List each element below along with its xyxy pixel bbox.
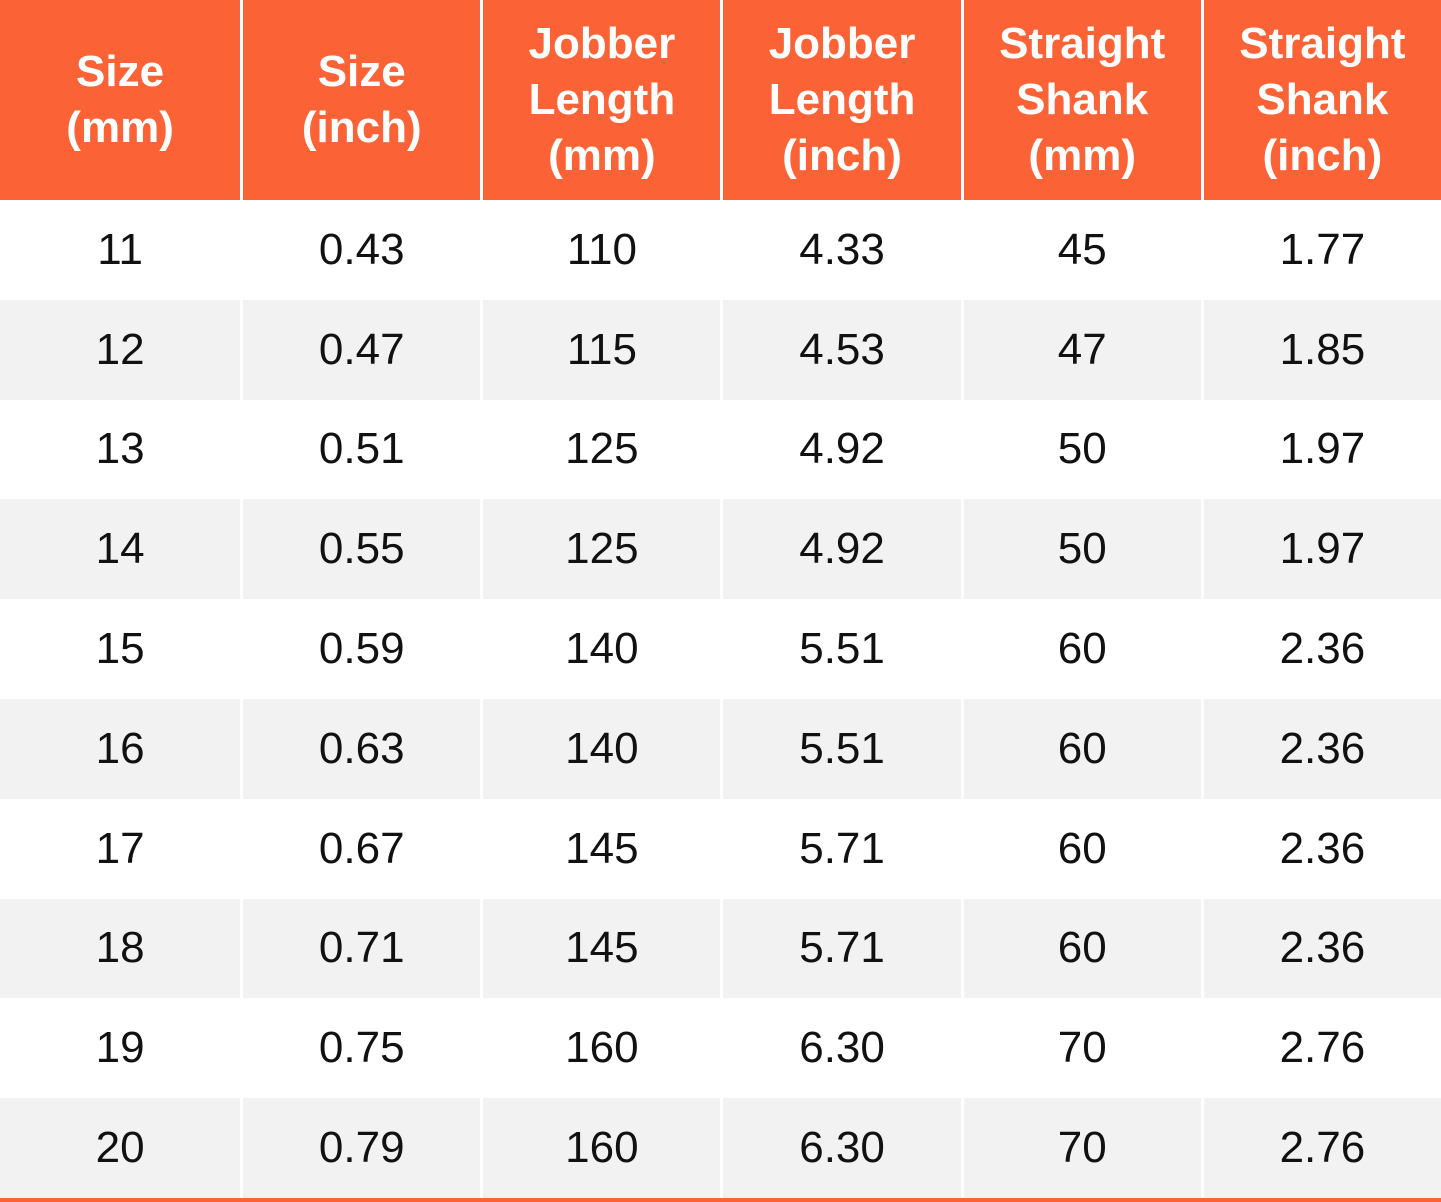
cell-size-inch: 0.79 bbox=[240, 1098, 481, 1198]
cell-straight-shank-mm: 45 bbox=[960, 200, 1201, 300]
cell-size-mm: 17 bbox=[0, 798, 241, 899]
cell-size-mm: 11 bbox=[0, 200, 241, 300]
table-row: 19 0.75 160 6.30 70 2.76 bbox=[0, 998, 1441, 1099]
cell-jobber-length-mm: 110 bbox=[480, 200, 721, 300]
cell-size-mm: 19 bbox=[0, 998, 241, 1099]
table-row: 15 0.59 140 5.51 60 2.36 bbox=[0, 599, 1441, 699]
cell-size-inch: 0.71 bbox=[240, 898, 481, 999]
cell-size-inch: 0.75 bbox=[240, 998, 481, 1099]
cell-size-inch: 0.63 bbox=[240, 698, 481, 799]
cell-jobber-length-mm: 140 bbox=[480, 599, 721, 699]
cell-straight-shank-inch: 1.77 bbox=[1200, 200, 1441, 300]
cell-size-inch: 0.51 bbox=[240, 399, 481, 500]
cell-jobber-length-mm: 160 bbox=[480, 998, 721, 1099]
header-row: Size (mm) Size (inch) Jobber Length (mm)… bbox=[0, 0, 1441, 200]
col-header-size-mm: Size (mm) bbox=[0, 0, 241, 200]
cell-straight-shank-mm: 70 bbox=[960, 1098, 1201, 1198]
cell-jobber-length-inch: 6.30 bbox=[720, 998, 961, 1099]
table-row: 11 0.43 110 4.33 45 1.77 bbox=[0, 200, 1441, 300]
cell-jobber-length-mm: 145 bbox=[480, 898, 721, 999]
cell-straight-shank-inch: 1.85 bbox=[1200, 299, 1441, 400]
cell-straight-shank-mm: 60 bbox=[960, 798, 1201, 899]
cell-jobber-length-inch: 5.51 bbox=[720, 698, 961, 799]
cell-straight-shank-inch: 2.36 bbox=[1200, 698, 1441, 799]
cell-jobber-length-mm: 140 bbox=[480, 698, 721, 799]
cell-jobber-length-inch: 5.71 bbox=[720, 898, 961, 999]
cell-size-inch: 0.47 bbox=[240, 299, 481, 400]
cell-straight-shank-mm: 70 bbox=[960, 998, 1201, 1099]
cell-size-inch: 0.67 bbox=[240, 798, 481, 899]
cell-straight-shank-mm: 47 bbox=[960, 299, 1201, 400]
col-header-jobber-length-inch: Jobber Length (inch) bbox=[720, 0, 961, 200]
cell-jobber-length-mm: 145 bbox=[480, 798, 721, 899]
table-body: 11 0.43 110 4.33 45 1.77 12 0.47 115 4.5… bbox=[0, 200, 1441, 1198]
cell-size-mm: 14 bbox=[0, 499, 241, 600]
cell-straight-shank-inch: 1.97 bbox=[1200, 399, 1441, 500]
cell-jobber-length-inch: 5.51 bbox=[720, 599, 961, 699]
cell-size-mm: 12 bbox=[0, 299, 241, 400]
cell-jobber-length-inch: 6.30 bbox=[720, 1098, 961, 1198]
cell-straight-shank-inch: 2.36 bbox=[1200, 898, 1441, 999]
cell-straight-shank-inch: 2.76 bbox=[1200, 1098, 1441, 1198]
cell-size-inch: 0.43 bbox=[240, 200, 481, 300]
table-row: 18 0.71 145 5.71 60 2.36 bbox=[0, 898, 1441, 999]
cell-straight-shank-mm: 60 bbox=[960, 599, 1201, 699]
cell-straight-shank-mm: 50 bbox=[960, 499, 1201, 600]
cell-size-mm: 13 bbox=[0, 399, 241, 500]
cell-jobber-length-mm: 125 bbox=[480, 499, 721, 600]
cell-jobber-length-mm: 160 bbox=[480, 1098, 721, 1198]
cell-straight-shank-inch: 2.36 bbox=[1200, 599, 1441, 699]
cell-jobber-length-inch: 4.33 bbox=[720, 200, 961, 300]
cell-jobber-length-inch: 4.53 bbox=[720, 299, 961, 400]
cell-straight-shank-inch: 2.36 bbox=[1200, 798, 1441, 899]
cell-size-mm: 18 bbox=[0, 898, 241, 999]
cell-jobber-length-mm: 125 bbox=[480, 399, 721, 500]
cell-straight-shank-inch: 1.97 bbox=[1200, 499, 1441, 600]
table-row: 17 0.67 145 5.71 60 2.36 bbox=[0, 798, 1441, 899]
col-header-straight-shank-inch: Straight Shank (inch) bbox=[1200, 0, 1441, 200]
cell-straight-shank-mm: 60 bbox=[960, 698, 1201, 799]
cell-straight-shank-mm: 60 bbox=[960, 898, 1201, 999]
cell-size-inch: 0.55 bbox=[240, 499, 481, 600]
cell-jobber-length-inch: 4.92 bbox=[720, 499, 961, 600]
cell-size-mm: 16 bbox=[0, 698, 241, 799]
cell-size-mm: 20 bbox=[0, 1098, 241, 1198]
col-header-jobber-length-mm: Jobber Length (mm) bbox=[480, 0, 721, 200]
cell-jobber-length-inch: 4.92 bbox=[720, 399, 961, 500]
cell-straight-shank-mm: 50 bbox=[960, 399, 1201, 500]
table-row: 14 0.55 125 4.92 50 1.97 bbox=[0, 499, 1441, 600]
table-row: 16 0.63 140 5.51 60 2.36 bbox=[0, 698, 1441, 799]
table-header: Size (mm) Size (inch) Jobber Length (mm)… bbox=[0, 0, 1441, 200]
col-header-straight-shank-mm: Straight Shank (mm) bbox=[960, 0, 1201, 200]
cell-straight-shank-inch: 2.76 bbox=[1200, 998, 1441, 1099]
table-row: 13 0.51 125 4.92 50 1.97 bbox=[0, 399, 1441, 500]
cell-jobber-length-inch: 5.71 bbox=[720, 798, 961, 899]
cell-jobber-length-mm: 115 bbox=[480, 299, 721, 400]
cell-size-mm: 15 bbox=[0, 599, 241, 699]
table-row: 12 0.47 115 4.53 47 1.85 bbox=[0, 299, 1441, 400]
table-row: 20 0.79 160 6.30 70 2.76 bbox=[0, 1098, 1441, 1198]
col-header-size-inch: Size (inch) bbox=[240, 0, 481, 200]
cell-size-inch: 0.59 bbox=[240, 599, 481, 699]
